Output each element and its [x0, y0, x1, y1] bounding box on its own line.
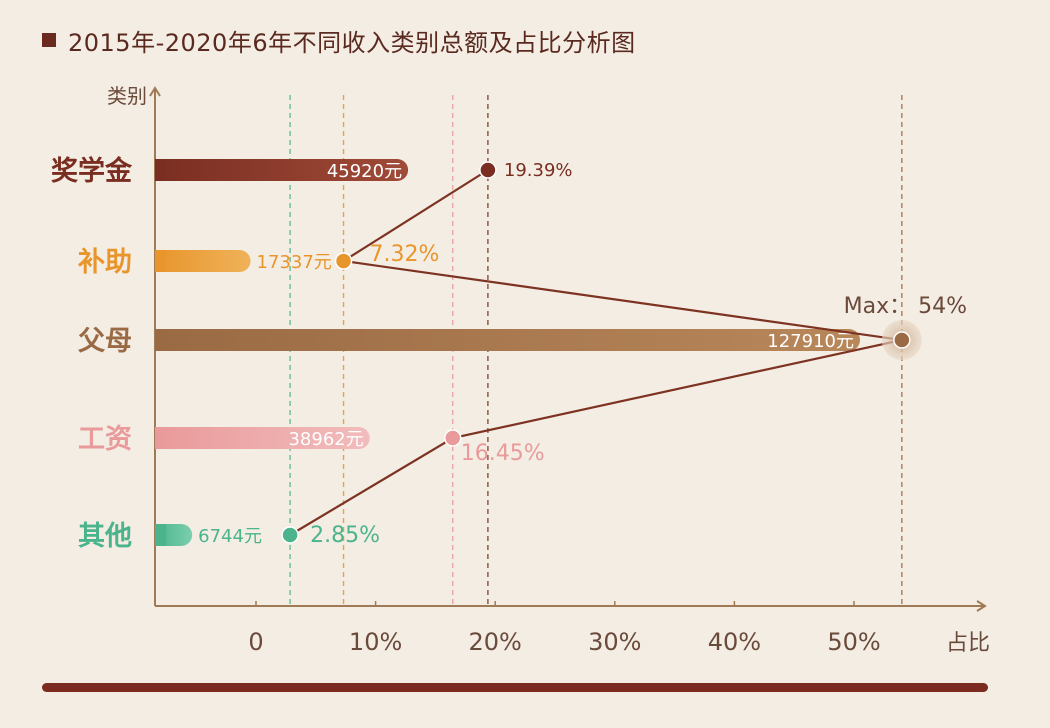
category-label-0: 奖学金 [51, 155, 133, 187]
x-tick-label-1: 10% [349, 628, 402, 656]
bar-cap-4 [155, 524, 166, 546]
x-axis-arrow [976, 600, 987, 612]
title-marker [42, 33, 56, 47]
bar-2 [155, 329, 860, 351]
y-axis-label: 类别 [107, 84, 147, 108]
share-label-0: 19.39% [504, 160, 573, 181]
bar-1 [155, 250, 251, 272]
share-connector-line [289, 169, 903, 536]
share-point-4 [281, 526, 299, 544]
x-axis-label: 占比 [946, 631, 990, 656]
amount-label-2: 127910元 [767, 331, 854, 352]
x-tick-label-2: 20% [469, 628, 522, 656]
share-point-0 [479, 161, 497, 179]
bar-0 [155, 159, 409, 181]
category-label-2: 父母 [78, 326, 132, 357]
bar-cap-1 [155, 250, 166, 272]
category-label-1: 补助 [78, 247, 132, 278]
share-label-4: 2.85% [310, 523, 380, 548]
x-tick-label-5: 50% [827, 628, 880, 656]
bar-3 [155, 427, 370, 449]
max-annotation: Max： 54% [844, 294, 967, 319]
x-tick-label-0: 0 [248, 628, 263, 656]
chart-title: 2015年-2020年6年不同收入类别总额及占比分析图 [68, 28, 636, 57]
category-label-3: 工资 [78, 424, 132, 455]
amount-label-0: 45920元 [327, 161, 402, 182]
y-axis-arrow [149, 86, 161, 97]
share-point-2 [893, 331, 911, 349]
share-point-1 [334, 252, 353, 270]
bar-cap-3 [155, 427, 166, 449]
bar-cap-2 [155, 329, 166, 351]
chart-title-row: 2015年-2020年6年不同收入类别总额及占比分析图 [42, 24, 636, 57]
x-tick-label-4: 40% [708, 628, 761, 656]
x-tick-label-3: 30% [588, 628, 641, 656]
bar-cap-0 [155, 159, 166, 181]
bottom-decorative-bar [42, 683, 988, 692]
share-label-3: 16.45% [461, 441, 545, 466]
amount-label-1: 17337元 [257, 252, 332, 273]
share-point-3 [443, 429, 462, 447]
share-label-1: 7.32% [370, 242, 440, 267]
amount-label-4: 6744元 [198, 526, 262, 547]
category-label-4: 其他 [78, 521, 132, 552]
amount-label-3: 38962元 [288, 429, 363, 450]
